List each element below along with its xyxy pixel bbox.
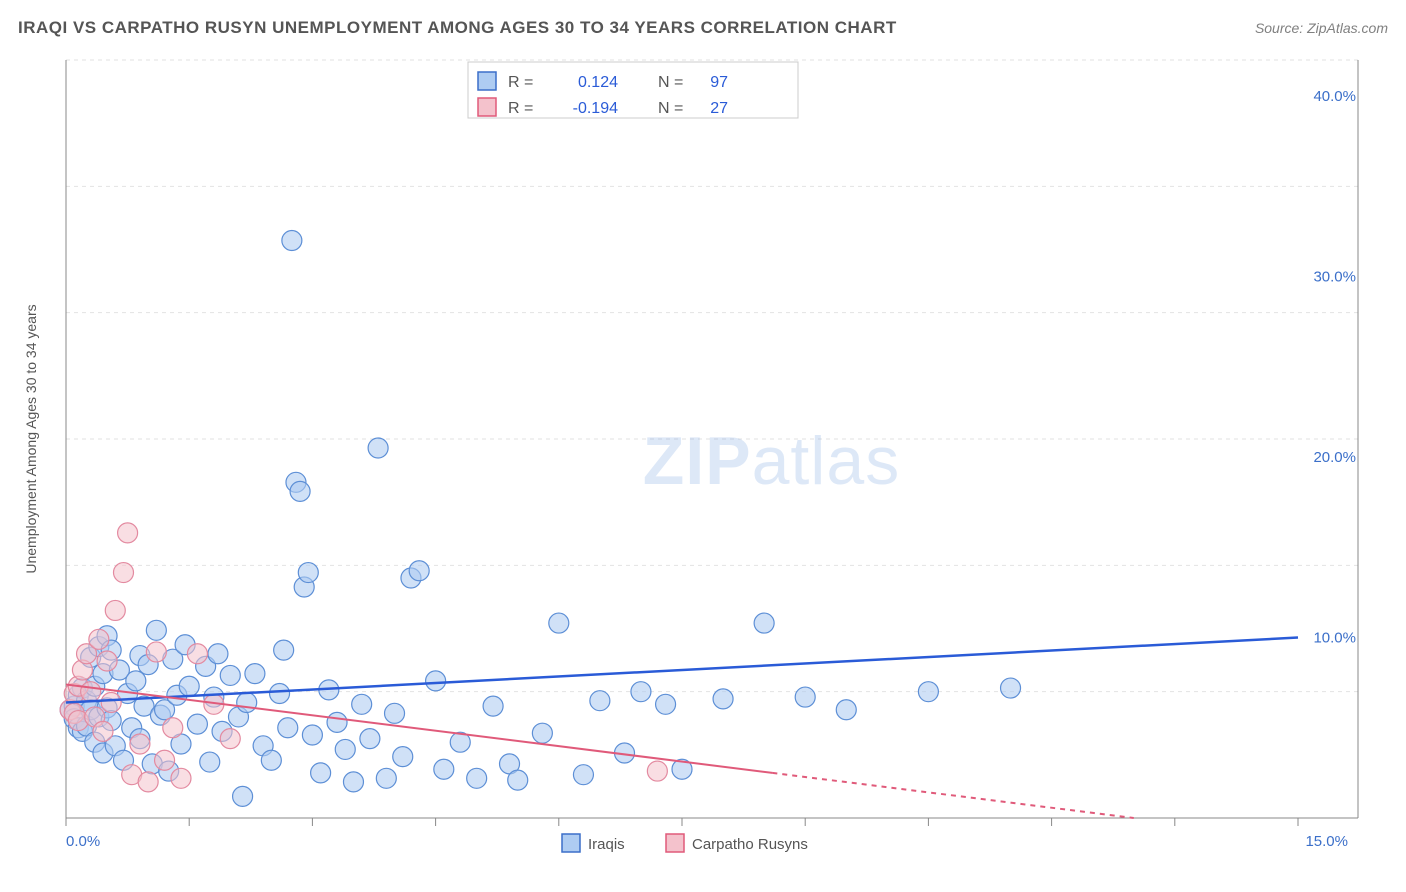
data-point: [368, 438, 388, 458]
data-point: [163, 718, 183, 738]
stats-n-value: 27: [710, 100, 728, 117]
data-point: [393, 747, 413, 767]
stats-r-label: R =: [508, 100, 533, 117]
stats-n-value: 97: [710, 74, 728, 91]
data-point: [713, 689, 733, 709]
data-point: [274, 640, 294, 660]
x-tick-label: 0.0%: [66, 833, 100, 850]
data-point: [138, 772, 158, 792]
data-point: [573, 765, 593, 785]
data-point: [270, 683, 290, 703]
stats-r-value: -0.194: [573, 100, 618, 117]
data-point: [795, 687, 815, 707]
data-point: [101, 692, 121, 712]
data-point: [220, 729, 240, 749]
data-point: [261, 750, 281, 770]
legend-label: Iraqis: [588, 836, 625, 853]
stats-n-label: N =: [658, 74, 683, 91]
data-point: [590, 691, 610, 711]
x-tick-label: 15.0%: [1305, 833, 1348, 850]
data-point: [647, 761, 667, 781]
data-point: [656, 694, 676, 714]
data-point: [126, 671, 146, 691]
data-point: [278, 718, 298, 738]
data-point: [146, 620, 166, 640]
stats-r-value: 0.124: [578, 74, 618, 91]
data-point: [179, 676, 199, 696]
data-point: [483, 696, 503, 716]
data-point: [532, 723, 552, 743]
data-point: [97, 651, 117, 671]
data-point: [1001, 678, 1021, 698]
data-point: [311, 763, 331, 783]
data-point: [187, 714, 207, 734]
data-point: [113, 563, 133, 583]
y-tick-label: 30.0%: [1313, 269, 1356, 286]
data-point: [754, 613, 774, 633]
data-point: [327, 712, 347, 732]
data-point: [836, 700, 856, 720]
data-point: [290, 481, 310, 501]
chart-area: ZIPatlas 0.0%15.0%10.0%20.0%30.0%40.0%Un…: [18, 48, 1388, 874]
data-point: [352, 694, 372, 714]
legend-swatch: [666, 834, 684, 852]
data-point: [335, 739, 355, 759]
y-tick-label: 20.0%: [1313, 449, 1356, 466]
data-point: [200, 752, 220, 772]
data-point: [93, 721, 113, 741]
scatter-chart: 0.0% 15.0% 10.0% 20.0% 30.0% 40.0% Unemploymen…: [18, 48, 1388, 874]
data-point: [155, 750, 175, 770]
data-point: [360, 729, 380, 749]
data-point: [146, 642, 166, 662]
data-point: [89, 629, 109, 649]
data-point: [245, 664, 265, 684]
trend-line-dash: [772, 773, 1133, 818]
data-point: [409, 561, 429, 581]
data-point: [376, 768, 396, 788]
data-point: [171, 768, 191, 788]
data-point: [508, 770, 528, 790]
data-point: [105, 600, 125, 620]
data-point: [208, 644, 228, 664]
chart-title: IRAQI VS CARPATHO RUSYN UNEMPLOYMENT AMO…: [18, 18, 897, 38]
data-point: [118, 523, 138, 543]
data-point: [434, 759, 454, 779]
y-tick-label: 40.0%: [1313, 88, 1356, 105]
legend-swatch: [478, 72, 496, 90]
data-point: [187, 644, 207, 664]
stats-r-label: R =: [508, 74, 533, 91]
data-point: [81, 682, 101, 702]
data-point: [631, 682, 651, 702]
data-point: [233, 786, 253, 806]
legend-swatch: [562, 834, 580, 852]
data-point: [282, 230, 302, 250]
data-point: [426, 671, 446, 691]
data-point: [130, 734, 150, 754]
data-point: [918, 682, 938, 702]
chart-source: Source: ZipAtlas.com: [1255, 20, 1388, 36]
stats-n-label: N =: [658, 100, 683, 117]
data-point: [343, 772, 363, 792]
data-point: [302, 725, 322, 745]
data-point: [549, 613, 569, 633]
legend-label: Carpatho Rusyns: [692, 836, 808, 853]
data-point: [298, 563, 318, 583]
y-axis-label: Unemployment Among Ages 30 to 34 years: [23, 304, 39, 573]
data-point: [237, 692, 257, 712]
legend-swatch: [478, 98, 496, 116]
data-point: [385, 703, 405, 723]
y-tick-label: 10.0%: [1313, 630, 1356, 647]
data-point: [467, 768, 487, 788]
data-point: [220, 665, 240, 685]
